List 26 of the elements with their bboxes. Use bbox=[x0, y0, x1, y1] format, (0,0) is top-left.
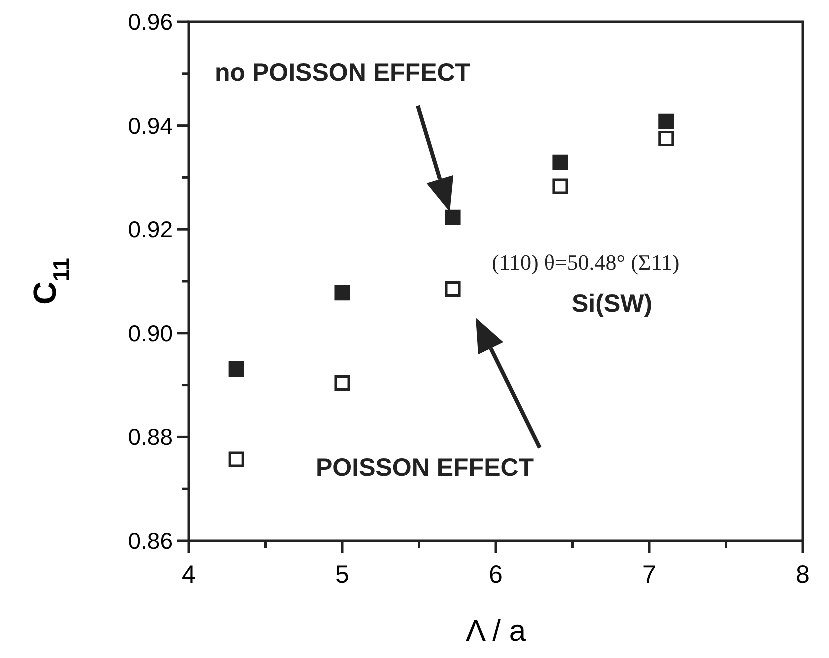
point bbox=[334, 375, 350, 391]
y-tick-label: 0.96 bbox=[128, 9, 173, 35]
point bbox=[228, 361, 244, 377]
x-tick-label: 6 bbox=[489, 561, 503, 589]
x-axis-title: Λ / a bbox=[466, 615, 526, 648]
x-tick-label: 7 bbox=[642, 561, 656, 589]
x-tick-label: 8 bbox=[796, 561, 810, 589]
x-tick-label: 4 bbox=[182, 561, 196, 589]
y-tick-label: 0.92 bbox=[128, 216, 173, 243]
point bbox=[658, 114, 674, 130]
x-tick-label: 5 bbox=[336, 561, 350, 589]
annotation: POISSON EFFECT bbox=[316, 454, 534, 482]
point bbox=[658, 131, 674, 147]
annotation: Si(SW) bbox=[572, 290, 653, 318]
annotation: no POISSON EFFECT bbox=[215, 59, 471, 87]
point bbox=[552, 154, 568, 170]
point bbox=[552, 178, 568, 194]
point bbox=[334, 285, 350, 301]
y-tick-label: 0.94 bbox=[128, 112, 174, 139]
point bbox=[445, 282, 461, 298]
y-tick-label: 0.88 bbox=[128, 424, 173, 450]
y-tick-label: 0.90 bbox=[128, 320, 173, 346]
point bbox=[228, 452, 244, 468]
text: 0.86 bbox=[128, 528, 173, 554]
annotation: (110) θ=50.48° (Σ11) bbox=[492, 250, 680, 275]
point bbox=[445, 210, 461, 226]
